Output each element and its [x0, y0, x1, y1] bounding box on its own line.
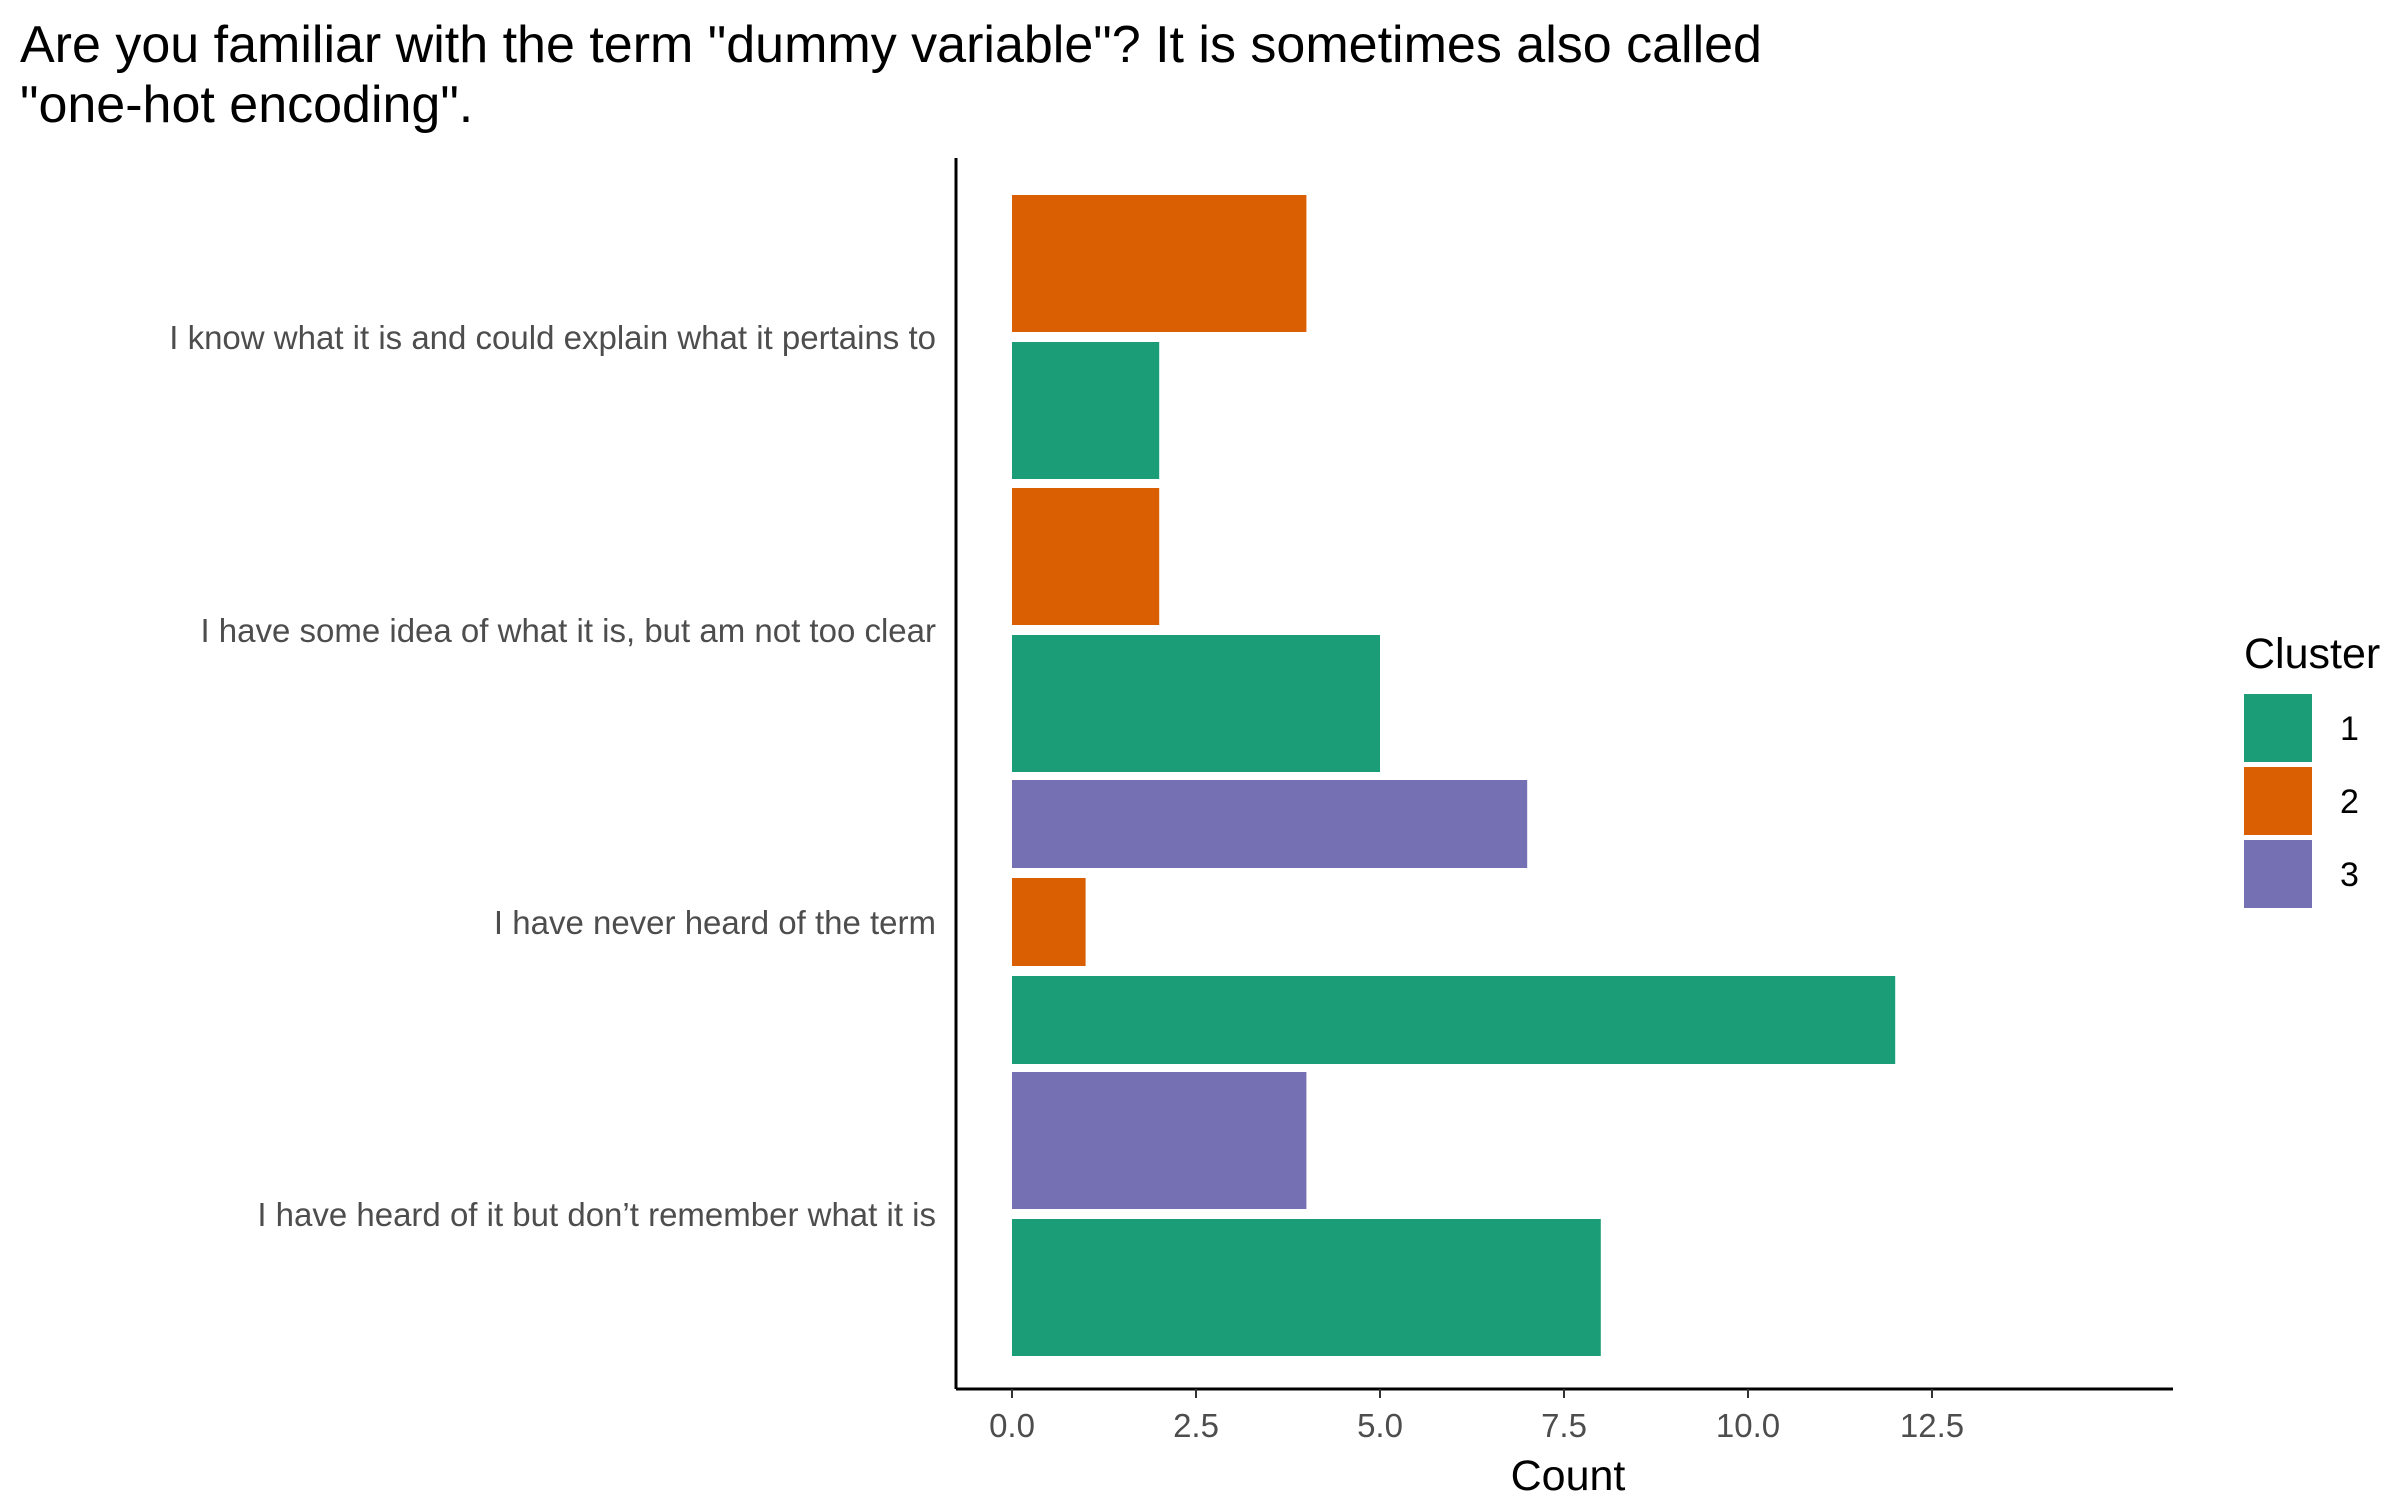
bar-series-2 — [1012, 878, 1086, 966]
bar-series-1 — [1012, 635, 1380, 772]
legend-key-2 — [2244, 767, 2312, 835]
bar-series-3 — [1012, 1072, 1307, 1209]
legend-title: Cluster — [2244, 630, 2380, 678]
x-tick-label: 2.5 — [1173, 1407, 1219, 1444]
chart-title-line-2: "one-hot encoding". — [20, 76, 473, 134]
legend-key-1 — [2244, 694, 2312, 762]
bar-series-1 — [1012, 342, 1160, 479]
legend-key-3 — [2244, 840, 2312, 908]
plot-area — [1012, 195, 1896, 1356]
bar-series-1 — [1012, 1219, 1601, 1356]
legend-label-3: 3 — [2340, 856, 2359, 894]
x-tick-label: 10.0 — [1716, 1407, 1780, 1444]
x-tick-label: 5.0 — [1357, 1407, 1403, 1444]
bar-series-1 — [1012, 976, 1896, 1064]
bar-series-2 — [1012, 195, 1307, 332]
chart-title-line-1: Are you familiar with the term "dummy va… — [20, 16, 1762, 74]
x-tick-label: 7.5 — [1541, 1407, 1587, 1444]
category-label: I know what it is and could explain what… — [169, 319, 936, 356]
category-label: I have some idea of what it is, but am n… — [200, 612, 936, 649]
x-tick-label: 12.5 — [1900, 1407, 1964, 1444]
bar-series-3 — [1012, 780, 1528, 868]
legend-label-2: 2 — [2340, 783, 2359, 821]
category-label: I have never heard of the term — [494, 904, 936, 941]
category-labels: I know what it is and could explain what… — [169, 319, 936, 1233]
legend-label-1: 1 — [2340, 710, 2359, 748]
x-axis-ticks: 0.0 2.5 5.0 7.5 10.0 12.5 — [989, 1389, 1964, 1444]
legend: Cluster 1 2 3 — [2244, 630, 2380, 908]
bar-series-2 — [1012, 488, 1160, 625]
category-label: I have heard of it but don’t remember wh… — [257, 1196, 936, 1233]
x-axis-title: Count — [1511, 1452, 1626, 1500]
x-tick-label: 0.0 — [989, 1407, 1035, 1444]
